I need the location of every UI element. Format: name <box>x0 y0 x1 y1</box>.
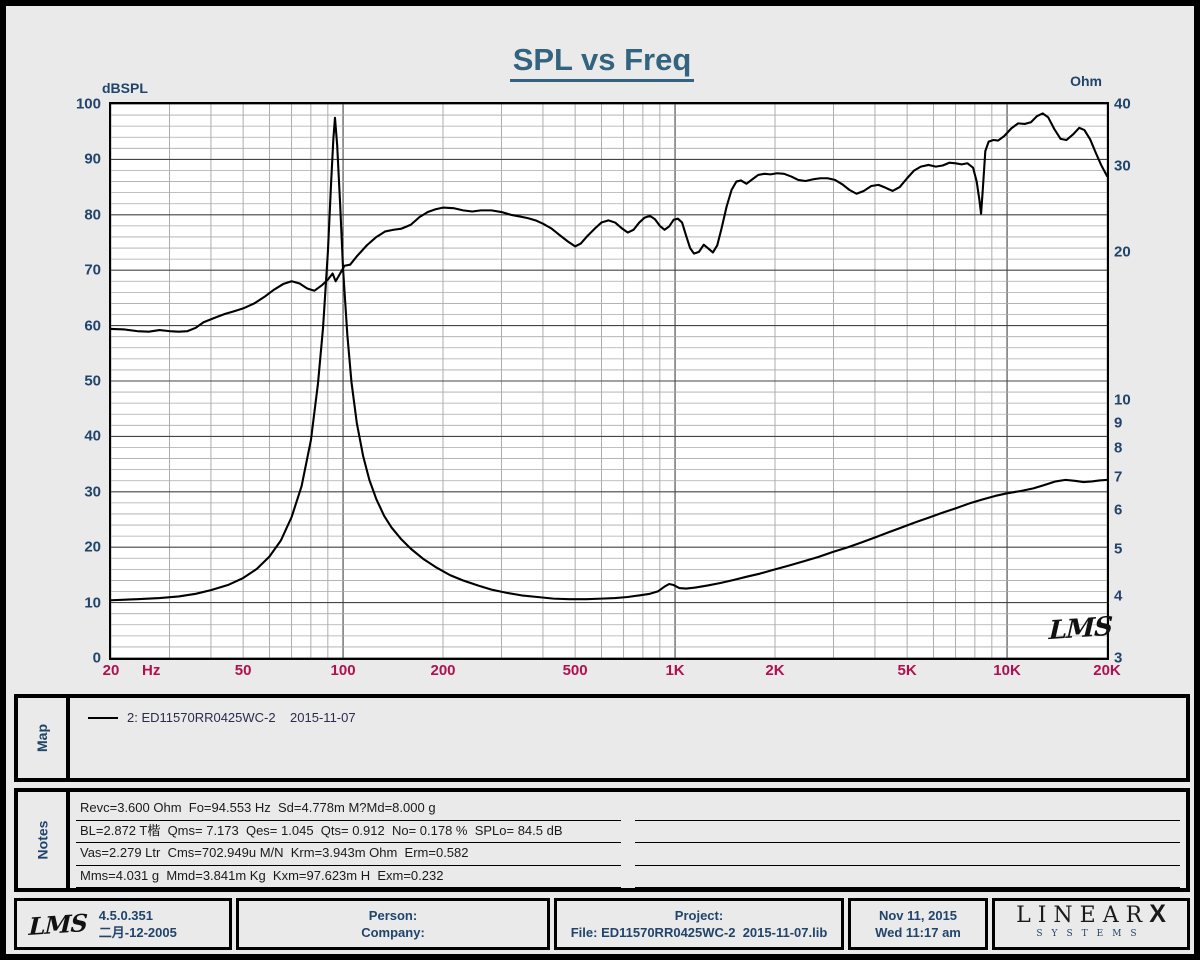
note-line[interactable]: Revc=3.600 Ohm Fo=94.553 Hz Sd=4.778m M?… <box>76 798 621 821</box>
footer: LMS 4.5.0.351 二月-12-2005 Person: Company… <box>14 898 1190 950</box>
notes-panel: Notes Revc=3.600 Ohm Fo=94.553 Hz Sd=4.7… <box>14 788 1190 892</box>
y-axis-right-tick: 20 <box>1114 243 1131 261</box>
y-axis-right-tick: 7 <box>1114 468 1123 486</box>
map-side-label-text: Map <box>34 724 50 752</box>
y-axis-right-tick: 3 <box>1114 649 1123 667</box>
note-line[interactable]: Vas=2.279 Ltr Cms=702.949u M/N Krm=3.943… <box>76 843 621 866</box>
plot-area <box>109 102 1109 660</box>
y-axis-left-tick: 50 <box>84 372 101 390</box>
y-axis-left-tick: 10 <box>84 594 101 612</box>
notes-body: Revc=3.600 Ohm Fo=94.553 Hz Sd=4.778m M?… <box>70 792 1186 888</box>
footer-date: Nov 11, 2015 <box>878 908 958 923</box>
file-label: File: ED11570RR0425WC-2 2015-11-07.lib <box>570 925 828 940</box>
y-axis-left-tick: 80 <box>84 206 101 224</box>
y-axis-left-tick: 30 <box>84 483 101 501</box>
y-axis-right-tick: 40 <box>1114 95 1131 113</box>
right-axis-unit-label: Ohm <box>1070 73 1102 89</box>
footer-time: Wed 11:17 am <box>875 925 961 940</box>
x-axis-tick: 100 <box>330 662 356 679</box>
brand-logo: LINEAR X <box>1016 899 1166 928</box>
note-line[interactable] <box>635 866 1180 888</box>
note-line[interactable] <box>635 798 1180 821</box>
footer-project-cell[interactable]: Project: File: ED11570RR0425WC-2 2015-11… <box>554 898 844 950</box>
person-label: Person: <box>368 908 418 923</box>
lms-logo: LMS <box>28 907 88 941</box>
legend-line-icon <box>88 716 118 719</box>
left-axis-unit-label: dBSPL <box>102 80 148 96</box>
notes-column-right <box>635 798 1180 888</box>
x-axis-tick: 20 <box>102 662 120 679</box>
notes-side-label-text: Notes <box>34 820 50 860</box>
y-axis-left-tick: 20 <box>84 538 101 556</box>
map-body: 2: ED11570RR0425WC-2 2015-11-07 <box>70 698 1186 778</box>
x-axis-tick: 20K <box>1093 662 1121 679</box>
chart-title-text: SPL vs Freq <box>509 42 695 82</box>
note-line[interactable]: Mms=4.031 g Mmd=3.841m Kg Kxm=97.623m H … <box>76 866 621 888</box>
brand-subtitle: SYSTEMS <box>1036 928 1146 939</box>
note-line[interactable]: BL=2.872 T楷 Qms= 7.173 Qes= 1.045 Qts= 0… <box>76 821 621 843</box>
map-side-label: Map <box>18 698 70 778</box>
app-version: 4.5.0.351 <box>98 908 153 923</box>
footer-person-cell[interactable]: Person: Company: <box>236 898 550 950</box>
x-axis-tick: 500 <box>562 662 588 679</box>
notes-side-label: Notes <box>18 792 70 888</box>
lms-watermark: LMS <box>1048 611 1113 647</box>
project-label: Project: <box>674 908 724 923</box>
y-axis-left-tick: 40 <box>84 427 101 445</box>
footer-brand-cell: LINEAR X SYSTEMS <box>992 898 1190 950</box>
y-axis-left-tick: 100 <box>75 95 101 113</box>
y-axis-left-tick: 90 <box>84 150 101 168</box>
y-axis-right-tick: 10 <box>1114 391 1131 409</box>
x-axis-unit-label: Hz <box>142 662 161 679</box>
brand-name: LINEAR <box>1016 902 1150 928</box>
footer-date-cell: Nov 11, 2015 Wed 11:17 am <box>848 898 988 950</box>
y-axis-right-tick: 30 <box>1114 157 1131 175</box>
x-axis-tick: 5K <box>897 662 917 679</box>
brand-mark: X <box>1149 899 1166 928</box>
x-axis-tick: 200 <box>430 662 456 679</box>
plot-svg <box>111 104 1107 658</box>
x-axis-tick: 10K <box>993 662 1021 679</box>
y-axis-right-tick: 9 <box>1114 414 1123 432</box>
page-title: SPL vs Freq <box>14 42 1190 82</box>
footer-version-cell: LMS 4.5.0.351 二月-12-2005 <box>14 898 232 950</box>
y-axis-left-tick: 60 <box>84 317 101 335</box>
app-build-date: 二月-12-2005 <box>98 925 177 940</box>
legend-item-label: 2: ED11570RR0425WC-2 2015-11-07 <box>127 710 356 725</box>
note-line[interactable] <box>635 843 1180 866</box>
y-axis-left-tick: 70 <box>84 261 101 279</box>
notes-column-left: Revc=3.600 Ohm Fo=94.553 Hz Sd=4.778m M?… <box>76 798 621 888</box>
y-axis-left-tick: 0 <box>92 649 101 667</box>
company-label: Company: <box>361 925 425 940</box>
y-axis-right-tick: 5 <box>1114 540 1123 558</box>
x-axis-tick: 50 <box>234 662 252 679</box>
y-axis-right-tick: 6 <box>1114 501 1123 519</box>
y-axis-right-tick: 8 <box>1114 439 1123 457</box>
legend-item[interactable]: 2: ED11570RR0425WC-2 2015-11-07 <box>88 710 1186 725</box>
graph-panel: SPL vs Freq dBSPL Ohm 100 90 80 70 60 50 40 30 2… <box>14 14 1190 686</box>
note-line[interactable] <box>635 821 1180 843</box>
x-axis-tick: 2K <box>765 662 785 679</box>
map-panel: Map 2: ED11570RR0425WC-2 2015-11-07 <box>14 694 1190 782</box>
y-axis-right-tick: 4 <box>1114 587 1123 605</box>
x-axis-tick: 1K <box>665 662 685 679</box>
